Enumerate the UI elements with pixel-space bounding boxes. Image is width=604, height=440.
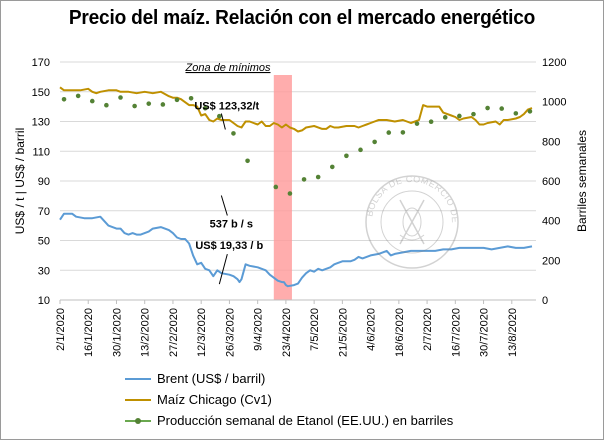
- highlight-zone: [273, 75, 292, 300]
- y-tick-right: 200: [542, 255, 560, 267]
- y-tick-left: 50: [38, 236, 50, 248]
- x-tick-label: 30/7/2020: [479, 308, 491, 357]
- etanol-point: [400, 130, 406, 135]
- etanol-point: [301, 177, 307, 182]
- y-tick-left: 90: [38, 176, 50, 188]
- zone-label: Zona de mínimos: [185, 62, 271, 74]
- etanol-point: [315, 174, 321, 180]
- etanol-point: [485, 105, 490, 111]
- x-tick-label: 13/8/2020: [507, 308, 519, 357]
- y-tick-left: 110: [32, 146, 50, 158]
- brent-line: [59, 212, 533, 288]
- legend-swatch-etanol: [125, 417, 151, 424]
- y-axis-label-right: Barriles semanales: [575, 130, 589, 232]
- etanol-point: [75, 93, 81, 99]
- legend-swatch-brent: [125, 377, 151, 380]
- etanol-point: [132, 103, 137, 109]
- chart-title: Precio del maíz. Relación con el mercado…: [68, 6, 536, 29]
- y-tick-left: 70: [38, 206, 50, 218]
- etanol-point: [386, 130, 392, 135]
- legend-swatch-maiz: [125, 398, 151, 401]
- legend-label-etanol: Producción semanal de Etanol (EE.UU.) en…: [157, 413, 454, 428]
- maiz-line: [59, 86, 533, 133]
- y-tick-left: 170: [32, 57, 50, 69]
- etanol-point: [358, 147, 363, 153]
- y-tick-right: 600: [542, 176, 560, 188]
- annotation-brent-arrow: [218, 254, 228, 285]
- y-tick-left: 130: [32, 117, 50, 129]
- x-tick-label: 26/3/2020: [224, 308, 236, 357]
- x-tick-label: 27/2/2020: [168, 308, 180, 357]
- x-tick-label: 2/1/2020: [55, 308, 67, 351]
- etanol-point: [188, 95, 194, 101]
- legend: Brent (US$ / barril) Maíz Chicago (Cv1) …: [125, 368, 453, 431]
- etanol-point: [527, 109, 533, 114]
- y-tick-left: 10: [38, 295, 50, 307]
- x-tick-label: 18/6/2020: [394, 308, 406, 357]
- legend-item-maiz: Maíz Chicago (Cv1): [125, 389, 453, 410]
- annotation-maiz: US$ 123,32/t: [194, 100, 259, 112]
- annotation-etanol: 537 b / s: [210, 218, 253, 230]
- etanol-point: [160, 102, 166, 107]
- annotation-brent: US$ 19,33 / b: [195, 240, 263, 252]
- etanol-point: [442, 115, 448, 120]
- legend-item-brent: Brent (US$ / barril): [125, 368, 453, 389]
- etanol-point: [372, 139, 377, 145]
- x-tick-label: 4/6/2020: [366, 308, 378, 351]
- etanol-point: [245, 158, 250, 164]
- annotation-maiz-arrow: [220, 113, 226, 130]
- etanol-point: [428, 119, 434, 124]
- etanol-point: [499, 106, 505, 111]
- etanol-point: [104, 102, 109, 108]
- etanol-point: [287, 191, 293, 196]
- y-tick-left: 150: [32, 87, 50, 99]
- etanol-point: [231, 131, 236, 136]
- x-tick-label: 30/1/2020: [111, 308, 123, 357]
- etanol-point: [217, 113, 222, 119]
- etanol-point: [344, 153, 349, 159]
- x-tick-label: 23/4/2020: [281, 308, 293, 357]
- y-tick-right: 1000: [542, 97, 566, 109]
- x-tick-label: 13/2/2020: [140, 308, 152, 357]
- etanol-point: [146, 101, 152, 106]
- y-tick-right: 800: [542, 136, 560, 148]
- legend-item-etanol: Producción semanal de Etanol (EE.UU.) en…: [125, 410, 453, 431]
- x-tick-label: 16/7/2020: [450, 308, 462, 357]
- y-axis-label-left: US$ / t | US$ / barril: [13, 128, 27, 234]
- etanol-point: [89, 98, 95, 104]
- y-tick-left: 30: [38, 265, 50, 277]
- annotation-etanol-arrow: [220, 195, 228, 216]
- x-tick-label: 12/3/2020: [196, 308, 208, 357]
- etanol-point: [329, 164, 335, 170]
- etanol-point: [61, 96, 67, 102]
- etanol-point: [118, 95, 123, 100]
- x-tick-label: 7/5/2020: [309, 308, 321, 351]
- x-tick-label: 9/4/2020: [253, 308, 265, 351]
- etanol-point: [513, 111, 519, 116]
- etanol-point: [174, 97, 180, 103]
- etanol-point: [457, 113, 462, 119]
- etanol-point: [273, 184, 279, 190]
- x-tick-label: 16/1/2020: [83, 308, 95, 357]
- y-tick-right: 1200: [542, 57, 566, 69]
- x-tick-label: 21/5/2020: [337, 308, 349, 357]
- y-tick-right: 0: [542, 295, 548, 307]
- legend-label-maiz: Maíz Chicago (Cv1): [157, 392, 272, 407]
- etanol-point: [202, 105, 208, 111]
- etanol-point: [471, 111, 476, 117]
- x-tick-label: 2/7/2020: [422, 308, 434, 351]
- etanol-point: [414, 121, 420, 126]
- legend-label-brent: Brent (US$ / barril): [157, 371, 266, 386]
- y-tick-right: 400: [542, 216, 560, 228]
